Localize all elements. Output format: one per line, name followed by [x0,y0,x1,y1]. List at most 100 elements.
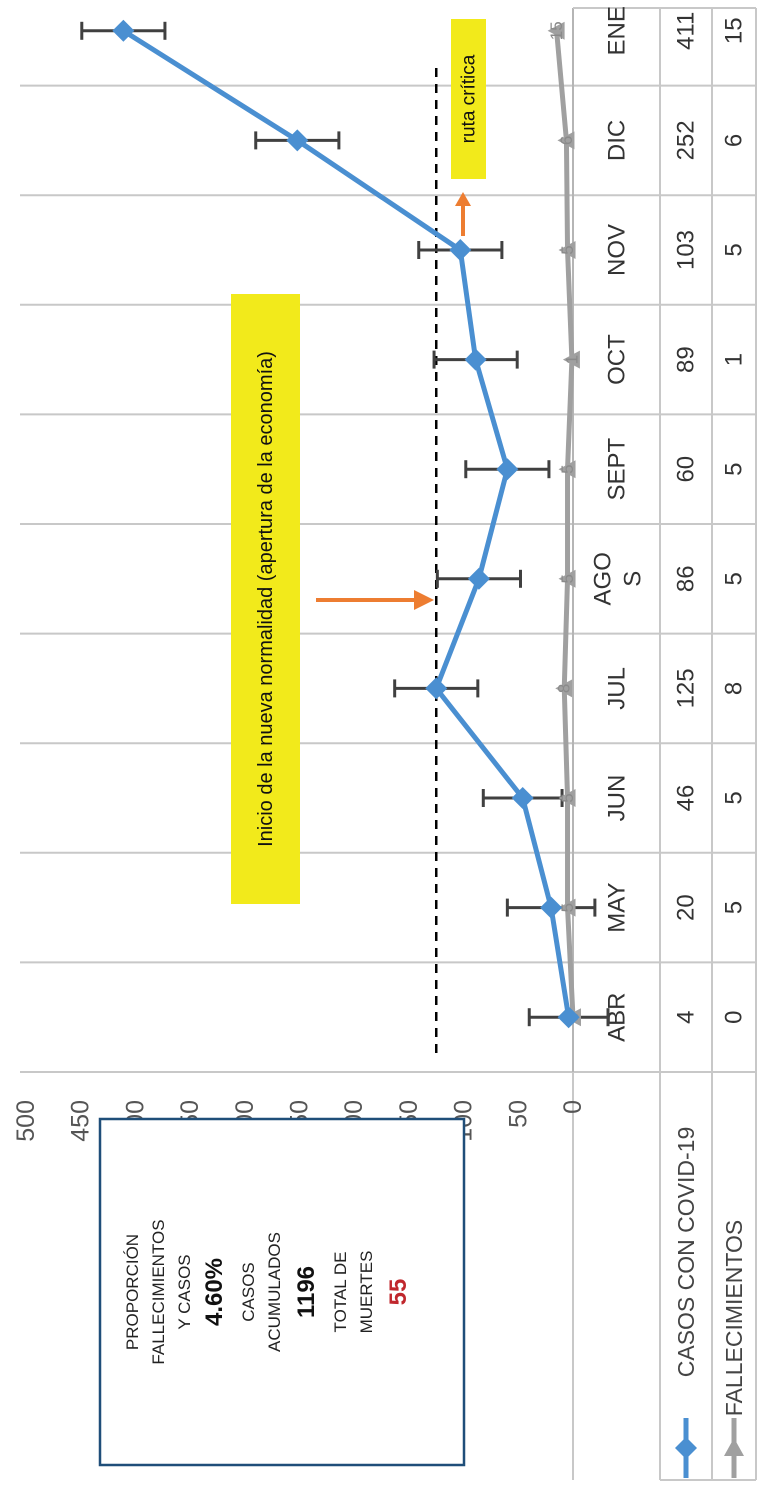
legend: CASOS CON COVID-19 FALLECIMIENTOS [673,1127,747,1478]
y-tick-label: 500 [12,1100,40,1142]
table-cell-cases: 60 [673,456,700,483]
table-cell-cases: 46 [673,785,700,812]
table-cell-deaths-group: 5 [721,463,748,476]
point-fallecimientos [558,789,576,807]
category-label: DIC [604,120,631,161]
point-fallecimientos [557,131,575,150]
summary-box: PROPORCIÓN FALLECIMIENTOS Y CASOS 4.60% … [98,1117,466,1467]
category-label: MAY [604,882,631,932]
table-cell-deaths: 5 [721,791,748,804]
data-label-fallecimientos: 8 [555,684,574,693]
y-tick-label-group: 500 [12,1100,40,1142]
table-cell-cases-group: 86 [673,565,700,592]
legend-label-casos: CASOS CON COVID-19 [673,1127,699,1378]
category-label: JUL [604,667,631,710]
category-label: OCT [604,334,631,385]
point-fallecimientos [562,350,580,369]
legend-label-casos-group: CASOS CON COVID-19 [673,1127,699,1378]
annotation-arrowhead-normalidad [414,590,434,610]
annotation-text-ruta-group: ruta crítica [459,54,480,143]
data-label-fallecimientos: 5 [558,793,577,802]
data-label-fallecimientos: 5 [558,464,577,473]
summary-proportion: 4.60% [201,1258,228,1326]
data-label-fallecimientos-group: 6 [557,136,576,145]
category-label: ENE [604,6,631,55]
data-label-fallecimientos: 1 [562,355,581,364]
category-label: S [620,571,647,587]
table-cell-deaths-group: 5 [721,791,748,804]
table-cell-cases-group: 252 [673,120,700,160]
data-label-fallecimientos-group: 5 [558,464,577,473]
table-cell-cases: 252 [673,120,700,160]
point-casos [112,19,135,42]
point-fallecimientos [558,569,576,588]
legend-marker-fallecimientos [724,1438,744,1456]
category-label: JUN [604,775,631,822]
series-layer: 05585515615 [80,19,610,1029]
data-label-fallecimientos: 15 [547,21,566,40]
data-label-fallecimientos-group: 5 [558,245,577,254]
data-label-fallecimientos: 5 [558,574,577,583]
data-label-fallecimientos-group: 8 [555,684,574,693]
category-label-group: JUL [604,667,631,710]
point-casos [449,239,472,261]
point-casos [511,787,534,809]
category-label-group: S [620,571,647,587]
data-label-fallecimientos: 6 [557,136,576,145]
point-fallecimientos [558,898,576,917]
table-cell-deaths-group: 5 [721,901,748,914]
table-cell-cases: 86 [673,565,700,592]
table-cell-deaths-group: 15 [721,17,748,44]
table-cell-cases: 4 [673,1011,700,1024]
table-cell-deaths-group: 8 [721,682,748,695]
table-cell-deaths: 1 [721,353,748,366]
point-fallecimientos [547,21,565,40]
summary-line-4: CASOS [239,1262,258,1322]
data-label-fallecimientos-group: 5 [558,574,577,583]
summary-box-frame [98,1117,466,1467]
table-cell-cases-group: 4 [673,1011,700,1024]
point-casos [425,677,448,700]
summary-line-1: PROPORCIÓN [123,1234,142,1350]
summary-line-2: FALLECIMIENTOS [149,1219,168,1364]
data-label-fallecimientos-group: 1 [562,355,581,364]
category-label-group: MAY [604,882,631,932]
category-label-group: OCT [604,334,631,385]
table-cell-deaths: 5 [721,901,748,914]
category-label: AGO [590,552,617,605]
table-cell-cases: 89 [673,346,700,373]
table-cell-cases-group: 125 [673,668,700,708]
legend-label-fallecimientos: FALLECIMIENTOS [721,1220,747,1416]
table-cell-deaths-group: 1 [721,353,748,366]
annotation-arrowhead-ruta [455,192,471,206]
table-cell-deaths-group: 5 [721,572,748,585]
summary-accumulated: 1196 [293,1266,320,1318]
table-cell-deaths: 6 [721,134,748,147]
category-label-group: NOV [604,224,631,276]
table-cell-cases-group: 46 [673,785,700,812]
y-tick-label-group: 0 [559,1100,587,1114]
data-label-fallecimientos: 5 [558,903,577,912]
category-label-group: DIC [604,120,631,161]
point-casos [540,896,563,919]
annotation-text-normalidad-group: Inicio de la nueva normalidad (apertura … [255,351,277,847]
annotation-box-normalidad [231,294,300,904]
legend-label-fallecimientos-group: FALLECIMIENTOS [721,1220,747,1416]
y-tick-label-group: 50 [504,1100,532,1128]
annotation-text-ruta: ruta crítica [459,54,480,143]
category-label: SEPT [604,438,631,501]
data-label-fallecimientos-group: 5 [558,903,577,912]
point-casos [286,129,309,152]
grid-layer [20,8,756,1073]
point-fallecimientos [555,679,573,698]
table-cell-deaths: 15 [721,17,748,44]
table-cell-deaths: 8 [721,682,748,695]
legend-marker-casos [675,1437,697,1459]
summary-line-5: ACUMULADOS [265,1232,284,1352]
series-line-fallecimientos [554,30,576,1018]
y-tick-label-group: 450 [67,1100,95,1142]
annotation-box-ruta [451,19,486,179]
table-cell-cases: 125 [673,668,700,708]
